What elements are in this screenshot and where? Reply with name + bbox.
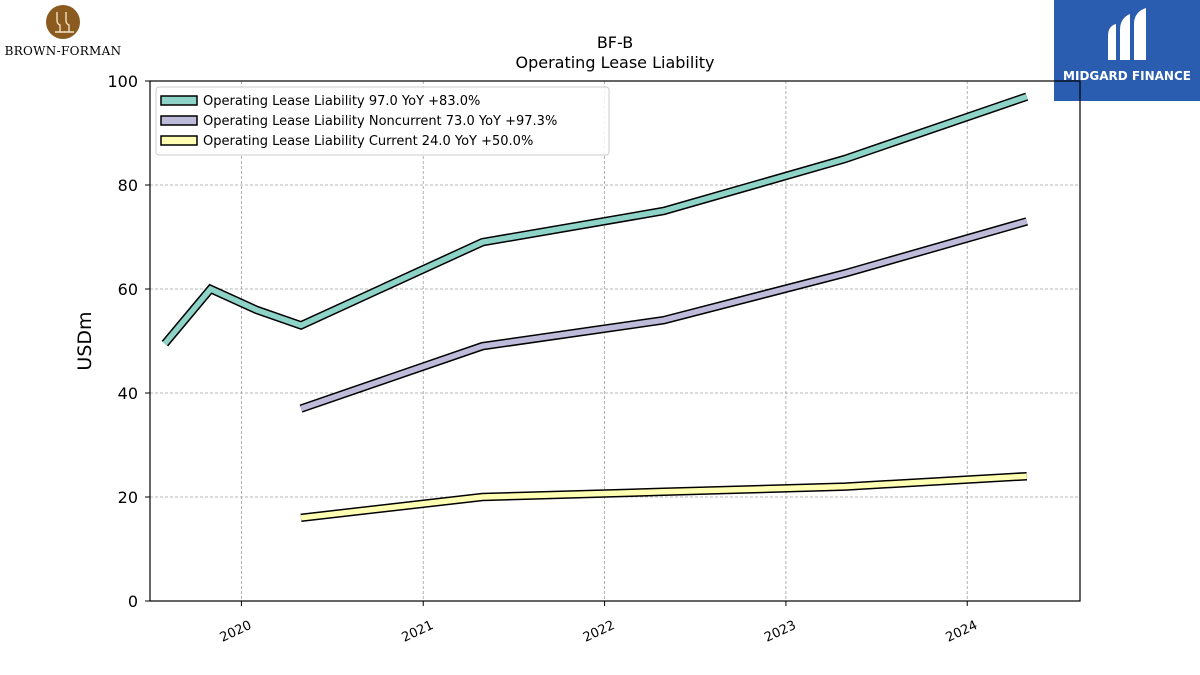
chart-subtitle: Operating Lease Liability (515, 53, 715, 72)
y-tick-label: 0 (128, 592, 138, 611)
grid (150, 80, 1080, 601)
midgard-mark-icon (1108, 24, 1116, 60)
legend-swatch (160, 95, 198, 106)
legend-swatch (160, 115, 198, 126)
watermark-name: MIDGARD FINANCE (1063, 69, 1191, 83)
midgard-finance-logo (1054, 0, 1200, 101)
legend-box (155, 86, 610, 156)
y-tick-label: 80 (118, 176, 138, 195)
midgard-mark-icon (1134, 8, 1146, 60)
legend: Operating Lease Liability 97.0 YoY +83.0… (155, 86, 610, 156)
glass-icon (64, 12, 74, 33)
legend-entry-label: Operating Lease Liability Current 24.0 Y… (203, 134, 533, 149)
series-lines (161, 92, 1029, 523)
plot-frame (149, 80, 1081, 602)
brown-forman-logo (46, 5, 80, 39)
brand-emblem-circle (46, 5, 80, 39)
y-tick-label: 100 (107, 72, 138, 91)
legend-entry-label: Operating Lease Liability Noncurrent 73.… (203, 114, 557, 129)
y-tick-label: 60 (118, 280, 138, 299)
chart-title: BF-B (596, 33, 634, 52)
series-line-3 (300, 473, 1027, 521)
x-tick-label: 2020 (218, 618, 254, 646)
series-line-outline-2 (299, 217, 1028, 413)
legend-entry-label: Operating Lease Liability 97.0 YoY +83.0… (203, 94, 480, 109)
series-line-2 (300, 218, 1028, 412)
brand-name: BROWN-FORMAN (4, 44, 122, 58)
y-tick-label: 40 (118, 384, 138, 403)
x-tick-label: 2024 (944, 618, 980, 646)
glass-icon (55, 12, 65, 33)
x-tick-label: 2023 (762, 618, 798, 646)
x-tick-label: 2021 (400, 618, 436, 646)
legend-swatch (160, 135, 198, 146)
midgard-mark-icon (1120, 14, 1130, 60)
series-line-1 (162, 93, 1028, 346)
y-axis-label: USDm (74, 311, 96, 370)
x-tick-label: 2022 (581, 618, 617, 646)
y-tick-label: 20 (118, 488, 138, 507)
